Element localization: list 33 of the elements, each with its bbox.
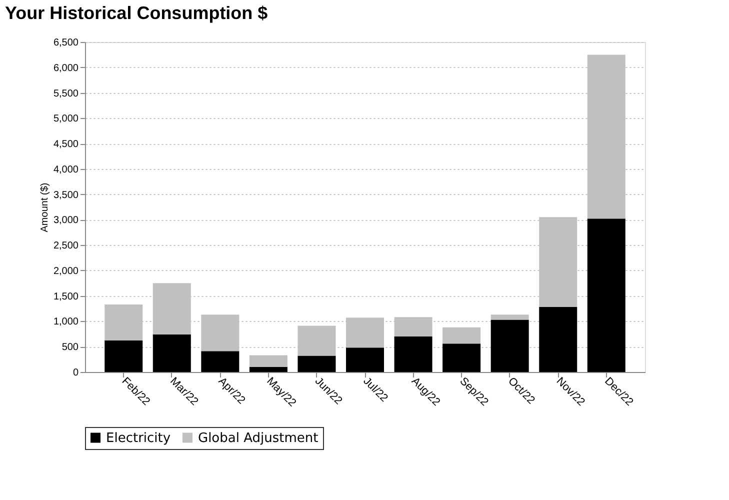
legend-label: Electricity [106,430,171,446]
y-tick-label: 2,000 [53,266,79,277]
bar [201,351,240,372]
bar [442,344,481,372]
bar [104,340,143,372]
y-tick-label: 5,500 [53,88,79,100]
bar [152,334,191,372]
y-tick-label: 5,000 [53,114,79,125]
bar [490,320,529,372]
y-tick-label: 1,500 [53,291,79,302]
bar [442,327,481,344]
bar [539,307,578,372]
y-tick-label: 6,500 [53,38,79,48]
bar [298,356,336,372]
y-tick-label: 1,000 [53,316,79,328]
bar [587,218,626,372]
bar [346,348,384,372]
y-tick-label: 4,000 [53,164,79,176]
y-tick-label: 500 [62,342,79,354]
y-tick-label: 0 [72,368,79,378]
y-tick-label: 6,000 [53,62,79,74]
bar [394,336,432,372]
y-tick-label: 3,000 [53,215,79,226]
y-tick-label: 3,500 [53,190,79,201]
chart-title: Your Historical Consumption $ [5,3,268,23]
legend-label: Global Adjustment [198,430,318,446]
y-axis-title: Amount ($) [39,182,50,232]
bar [249,355,288,367]
bar [249,366,288,372]
bar [298,326,336,356]
bar [490,314,529,320]
y-tick-label: 2,500 [53,240,79,252]
y-tick-label: 4,500 [53,139,79,150]
